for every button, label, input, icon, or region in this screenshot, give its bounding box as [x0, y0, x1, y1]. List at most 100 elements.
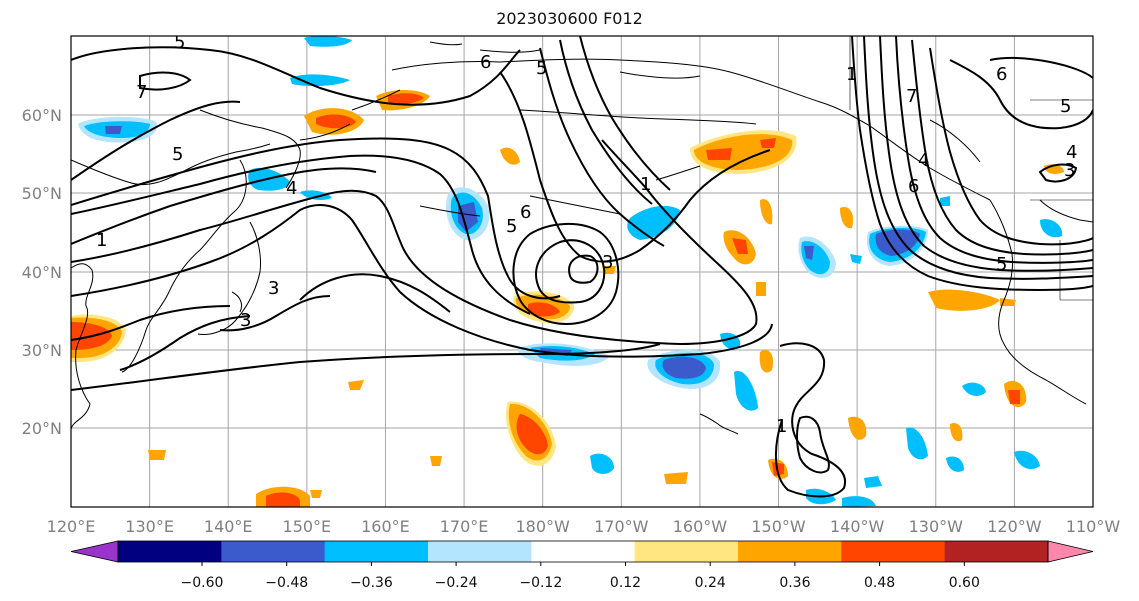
colorbar-tick-label: −0.36 — [350, 575, 393, 591]
contour-label: 6 — [480, 52, 491, 73]
contour-line — [299, 273, 451, 313]
colorbar-segment — [531, 541, 636, 562]
colorbar-tick-label: 0.36 — [779, 575, 810, 591]
contour-label: 3 — [240, 310, 251, 331]
colorbar-tick-label: −0.12 — [519, 575, 562, 591]
lon-tick-label: 150°W — [751, 517, 806, 536]
contour-label: 4 — [286, 178, 297, 199]
lon-tick-label: 160°W — [673, 517, 728, 536]
positive-area — [316, 114, 356, 129]
contour-label: 3 — [268, 278, 279, 299]
coastline-alaska — [351, 58, 991, 201]
contour-label: 7 — [136, 82, 147, 103]
contour-line — [71, 100, 241, 181]
negative-area — [842, 496, 876, 507]
colorbar-segment — [944, 541, 1049, 562]
negative-area — [458, 202, 478, 232]
negative-area — [804, 246, 814, 260]
lat-tick-label: 50°N — [22, 184, 62, 203]
contour-line — [949, 59, 1093, 130]
colorbar-segment — [118, 541, 222, 562]
contour-line — [989, 56, 1093, 79]
contour-line — [796, 415, 830, 474]
gridlines — [71, 36, 1093, 507]
coastline-kamchatka — [199, 109, 351, 189]
colorbar-tick-label: 0.60 — [949, 575, 980, 591]
positive-area — [760, 199, 773, 225]
contour-line — [71, 167, 377, 245]
positive-area — [759, 350, 774, 373]
colorbar-extend-low — [70, 540, 119, 563]
contour-label: 3 — [1064, 160, 1075, 181]
contour-line — [71, 139, 758, 346]
contour-line — [535, 239, 606, 304]
coastline-north-america — [929, 119, 1093, 405]
contour-label: 6 — [908, 176, 919, 197]
contour-label: 1 — [96, 230, 107, 251]
contour-label: 1 — [776, 416, 787, 437]
positive-area — [266, 492, 300, 507]
lat-tick-label: 40°N — [22, 263, 62, 282]
lat-tick-label: 20°N — [22, 419, 62, 438]
coastline-asia — [71, 143, 271, 431]
contour-label: 5 — [536, 58, 547, 79]
positive-area — [430, 456, 442, 466]
colorbar-segment — [634, 541, 739, 562]
contour-line — [71, 305, 231, 341]
contour-line — [851, 36, 1093, 292]
contour-line — [579, 36, 671, 191]
contour-label: 5 — [172, 144, 183, 165]
lon-tick-label: 140°E — [204, 517, 253, 536]
coastline-hawaii — [699, 413, 739, 435]
positive-area — [310, 490, 322, 498]
positive-area — [1008, 390, 1020, 404]
contour-label: 4 — [1066, 142, 1077, 163]
negative-area — [304, 36, 352, 47]
contour-labels: 5 6 7 1 5 4 3 6 5 3 1 5 6 1 3 4 5 1 7 6 … — [96, 36, 1077, 437]
negative-area — [105, 126, 122, 134]
colorbar-extend-high — [1047, 540, 1094, 563]
positive-area — [348, 380, 364, 390]
contour-line — [71, 154, 531, 315]
height-contours — [71, 36, 1093, 498]
negative-area — [906, 427, 928, 460]
lon-tick-label: 170°W — [594, 517, 649, 536]
contour-label: 5 — [996, 254, 1007, 275]
negative-area — [734, 370, 758, 411]
contour-line — [71, 343, 661, 391]
plot-frame — [70, 35, 1094, 508]
map-title: 2023030600 F012 — [496, 9, 643, 28]
contour-label: 3 — [602, 252, 613, 273]
positive-area — [516, 414, 548, 455]
contour-line — [774, 342, 847, 498]
colorbar-frame — [117, 540, 1049, 563]
contour-label: 6 — [996, 64, 1007, 85]
contour-line — [539, 47, 665, 247]
lat-tick-label: 60°N — [22, 106, 62, 125]
positive-area — [732, 238, 748, 254]
colorbar-segment — [221, 541, 326, 562]
latitude-axis: 60°N 50°N 40°N 30°N 20°N — [22, 106, 62, 438]
negative-area — [946, 456, 964, 472]
contour-label: 5 — [1060, 96, 1071, 117]
negative-area — [850, 254, 862, 264]
lon-tick-label: 150°E — [283, 517, 332, 536]
contour-label: 7 — [906, 86, 917, 107]
positive-area — [664, 472, 688, 484]
colorbar-segment — [324, 541, 429, 562]
contour-line — [512, 222, 620, 326]
lon-tick-label: 130°E — [125, 517, 174, 536]
colorbar-segment — [841, 541, 946, 562]
positive-area — [388, 93, 424, 105]
positive-area — [760, 138, 776, 148]
positive-area — [756, 282, 766, 296]
contour-label: 5 — [506, 216, 517, 237]
contour-line — [71, 137, 561, 300]
positive-area — [950, 422, 963, 442]
negative-area — [1014, 450, 1040, 470]
contour-line — [895, 36, 1093, 264]
contour-line — [139, 71, 192, 91]
contour-line — [911, 39, 1093, 256]
lon-tick-label: 140°W — [830, 517, 885, 536]
